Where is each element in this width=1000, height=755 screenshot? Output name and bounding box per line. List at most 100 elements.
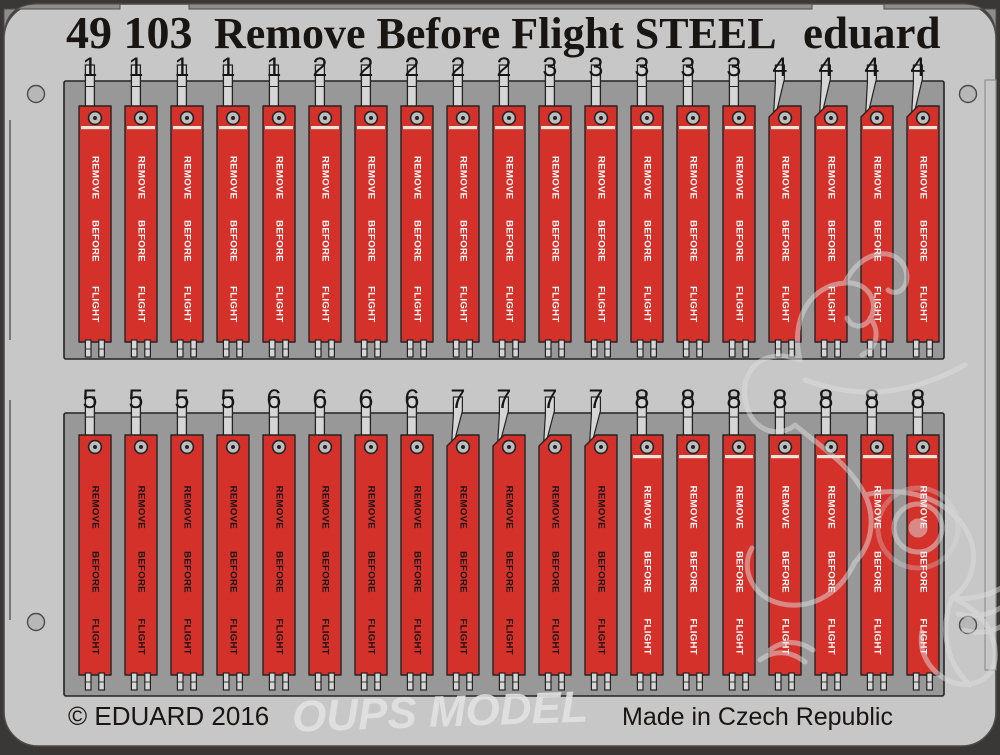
svg-text:BEFORE: BEFORE <box>917 220 928 262</box>
svg-text:BEFORE: BEFORE <box>687 551 698 593</box>
svg-text:FLIGHT: FLIGHT <box>733 618 744 654</box>
svg-text:© EDUARD 2016: © EDUARD 2016 <box>68 701 269 731</box>
svg-text:REMOVE: REMOVE <box>135 156 146 200</box>
svg-text:5: 5 <box>174 384 189 414</box>
svg-text:REMOVE: REMOVE <box>733 156 744 200</box>
svg-text:FLIGHT: FLIGHT <box>733 286 744 322</box>
svg-text:REMOVE: REMOVE <box>457 156 468 200</box>
svg-text:BEFORE: BEFORE <box>135 220 146 262</box>
svg-text:FLIGHT: FLIGHT <box>135 286 146 322</box>
svg-text:REMOVE: REMOVE <box>779 156 790 200</box>
svg-text:FLIGHT: FLIGHT <box>457 618 468 654</box>
svg-text:FLIGHT: FLIGHT <box>365 286 376 322</box>
svg-text:REMOVE: REMOVE <box>365 486 376 530</box>
svg-text:REMOVE: REMOVE <box>549 486 560 530</box>
svg-text:REMOVE: REMOVE <box>273 486 284 530</box>
svg-text:FLIGHT: FLIGHT <box>549 618 560 654</box>
svg-text:BEFORE: BEFORE <box>733 220 744 262</box>
svg-text:BEFORE: BEFORE <box>411 220 422 262</box>
svg-text:FLIGHT: FLIGHT <box>411 286 422 322</box>
svg-text:BEFORE: BEFORE <box>595 220 606 262</box>
svg-text:REMOVE: REMOVE <box>549 156 560 200</box>
svg-text:REMOVE: REMOVE <box>687 156 698 200</box>
svg-text:FLIGHT: FLIGHT <box>595 286 606 322</box>
svg-text:FLIGHT: FLIGHT <box>273 286 284 322</box>
svg-text:6: 6 <box>312 384 327 414</box>
svg-text:BEFORE: BEFORE <box>779 220 790 262</box>
svg-text:8: 8 <box>726 384 741 414</box>
svg-text:FLIGHT: FLIGHT <box>549 286 560 322</box>
svg-text:BEFORE: BEFORE <box>135 551 146 593</box>
svg-text:BEFORE: BEFORE <box>641 220 652 262</box>
svg-text:BEFORE: BEFORE <box>319 220 330 262</box>
svg-text:REMOVE: REMOVE <box>411 486 422 530</box>
svg-text:BEFORE: BEFORE <box>641 551 652 593</box>
svg-text:BEFORE: BEFORE <box>273 220 284 262</box>
svg-text:REMOVE: REMOVE <box>273 156 284 200</box>
svg-text:BEFORE: BEFORE <box>779 551 790 593</box>
svg-text:REMOVE: REMOVE <box>135 486 146 530</box>
svg-text:49 103: 49 103 <box>66 7 193 58</box>
svg-text:FLIGHT: FLIGHT <box>871 618 882 654</box>
svg-text:REMOVE: REMOVE <box>595 486 606 530</box>
svg-text:FLIGHT: FLIGHT <box>825 618 836 654</box>
svg-text:REMOVE: REMOVE <box>319 156 330 200</box>
svg-text:7: 7 <box>542 384 557 414</box>
svg-text:BEFORE: BEFORE <box>871 551 882 593</box>
svg-text:REMOVE: REMOVE <box>457 486 468 530</box>
svg-text:BEFORE: BEFORE <box>273 551 284 593</box>
svg-text:8: 8 <box>864 384 879 414</box>
svg-text:FLIGHT: FLIGHT <box>779 618 790 654</box>
svg-text:FLIGHT: FLIGHT <box>641 618 652 654</box>
svg-text:REMOVE: REMOVE <box>871 156 882 200</box>
svg-text:REMOVE: REMOVE <box>595 156 606 200</box>
svg-text:REMOVE: REMOVE <box>365 156 376 200</box>
svg-text:OUPS MODEL: OUPS MODEL <box>291 682 588 741</box>
svg-text:FLIGHT: FLIGHT <box>503 618 514 654</box>
svg-text:BEFORE: BEFORE <box>595 551 606 593</box>
svg-text:REMOVE: REMOVE <box>411 156 422 200</box>
svg-text:8: 8 <box>680 384 695 414</box>
svg-text:FLIGHT: FLIGHT <box>411 618 422 654</box>
svg-text:REMOVE: REMOVE <box>181 156 192 200</box>
svg-text:FLIGHT: FLIGHT <box>319 286 330 322</box>
svg-text:BEFORE: BEFORE <box>503 220 514 262</box>
svg-text:BEFORE: BEFORE <box>825 220 836 262</box>
svg-text:REMOVE: REMOVE <box>319 486 330 530</box>
svg-text:8: 8 <box>772 384 787 414</box>
svg-text:REMOVE: REMOVE <box>825 486 836 530</box>
svg-text:REMOVE: REMOVE <box>825 156 836 200</box>
svg-text:REMOVE: REMOVE <box>917 156 928 200</box>
svg-text:REMOVE: REMOVE <box>503 486 514 530</box>
svg-text:FLIGHT: FLIGHT <box>595 618 606 654</box>
svg-text:Made in Czech Republic: Made in Czech Republic <box>622 703 893 731</box>
svg-text:FLIGHT: FLIGHT <box>365 618 376 654</box>
svg-text:8: 8 <box>634 384 649 414</box>
svg-text:BEFORE: BEFORE <box>227 551 238 593</box>
svg-text:FLIGHT: FLIGHT <box>825 286 836 322</box>
svg-text:BEFORE: BEFORE <box>181 551 192 593</box>
svg-text:6: 6 <box>404 384 419 414</box>
svg-text:FLIGHT: FLIGHT <box>181 618 192 654</box>
svg-text:BEFORE: BEFORE <box>365 220 376 262</box>
svg-text:REMOVE: REMOVE <box>89 156 100 200</box>
svg-text:FLIGHT: FLIGHT <box>917 286 928 322</box>
svg-text:7: 7 <box>450 384 465 414</box>
svg-text:BEFORE: BEFORE <box>319 551 330 593</box>
svg-text:FLIGHT: FLIGHT <box>687 618 698 654</box>
svg-text:REMOVE: REMOVE <box>779 486 790 530</box>
svg-text:BEFORE: BEFORE <box>457 220 468 262</box>
svg-text:BEFORE: BEFORE <box>733 551 744 593</box>
svg-text:5: 5 <box>220 384 235 414</box>
svg-text:BEFORE: BEFORE <box>917 551 928 593</box>
svg-text:FLIGHT: FLIGHT <box>227 286 238 322</box>
svg-text:REMOVE: REMOVE <box>733 486 744 530</box>
svg-text:FLIGHT: FLIGHT <box>779 286 790 322</box>
svg-text:FLIGHT: FLIGHT <box>641 286 652 322</box>
svg-text:BEFORE: BEFORE <box>227 220 238 262</box>
svg-text:FLIGHT: FLIGHT <box>227 618 238 654</box>
svg-text:BEFORE: BEFORE <box>181 220 192 262</box>
svg-text:BEFORE: BEFORE <box>89 551 100 593</box>
svg-text:FLIGHT: FLIGHT <box>135 618 146 654</box>
svg-text:BEFORE: BEFORE <box>457 551 468 593</box>
